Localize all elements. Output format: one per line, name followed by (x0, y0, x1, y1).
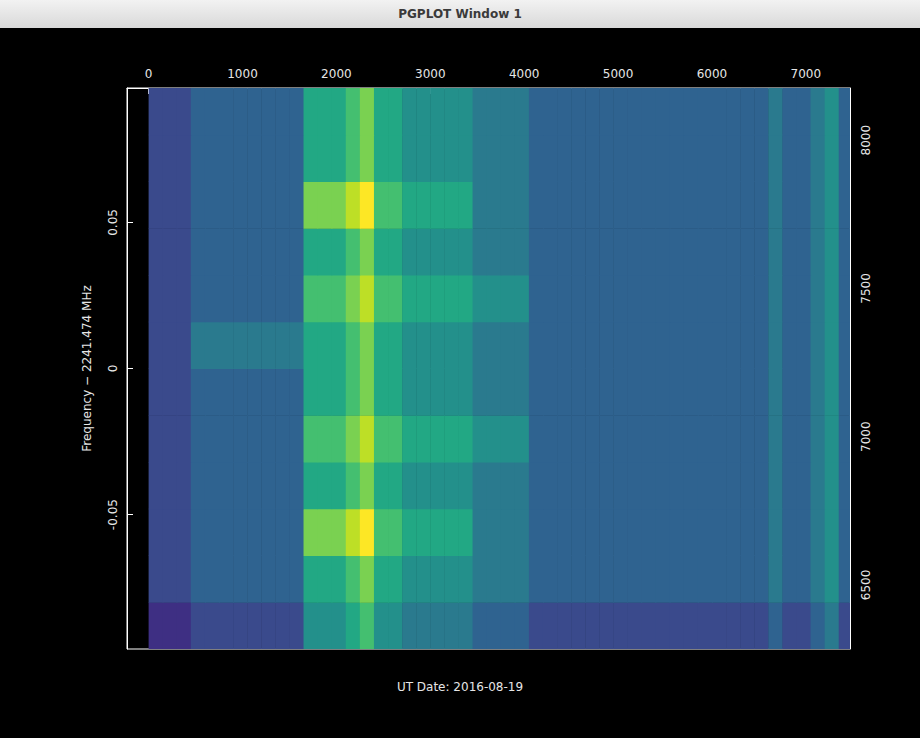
svg-text:3000: 3000 (415, 67, 446, 81)
svg-text:0: 0 (145, 67, 153, 81)
svg-text:4000: 4000 (509, 67, 540, 81)
svg-text:6000: 6000 (697, 67, 728, 81)
svg-text:2000: 2000 (321, 67, 352, 81)
svg-text:7500: 7500 (859, 273, 873, 304)
svg-text:8000: 8000 (859, 125, 873, 156)
svg-text:Frequency − 2241.474 MHz: Frequency − 2241.474 MHz (80, 285, 94, 451)
svg-text:UT Date: 2016-08-19: UT Date: 2016-08-19 (397, 680, 523, 694)
svg-text:7000: 7000 (859, 421, 873, 452)
svg-text:7000: 7000 (791, 67, 822, 81)
html-text:PGPLOT Window 1: PGPLOT Window 1 (398, 7, 522, 21)
svg-text:1000: 1000 (227, 67, 258, 81)
svg-text:6500: 6500 (859, 570, 873, 601)
svg-text:5000: 5000 (603, 67, 634, 81)
svg-text:0: 0 (106, 365, 120, 373)
svg-text:0.05: 0.05 (106, 209, 120, 236)
svg-text:-0.05: -0.05 (106, 499, 120, 530)
